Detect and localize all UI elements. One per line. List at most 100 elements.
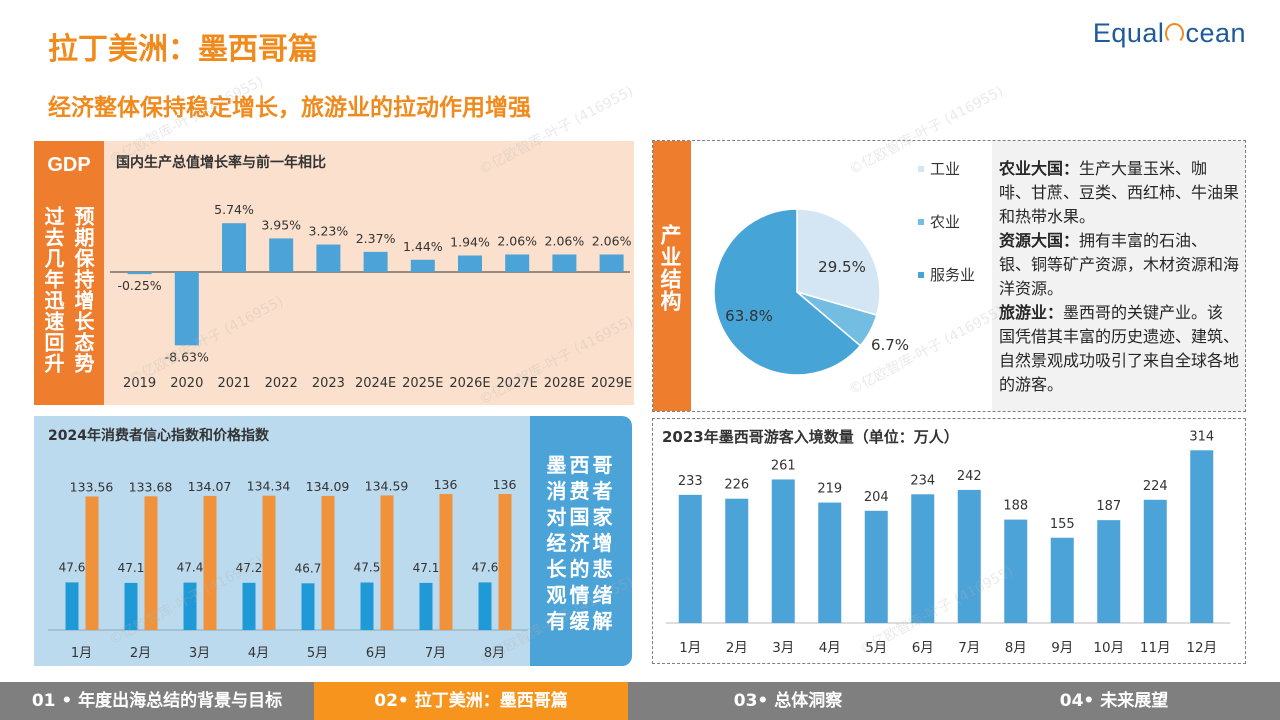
tourism-chart: 233 1月 226 2月 261 3月 219 4月 204 5月 234 6月 242 7月 188 8月… bbox=[666, 429, 1230, 656]
consumer-chart-title: 2024年消费者信心指数和价格指数 bbox=[48, 428, 269, 444]
tourism-bar bbox=[725, 498, 749, 623]
gdp-bar bbox=[222, 223, 246, 272]
gdp-data-label: 1.94% bbox=[450, 235, 490, 250]
gdp-vertical-note-right: 预期保持增长态势 bbox=[71, 206, 95, 374]
tourism-bar bbox=[771, 479, 795, 623]
gdp-tick-label: 2023 bbox=[312, 376, 345, 391]
consumer-confidence-label: 46.7 bbox=[295, 561, 322, 575]
gdp-tick-label: 2022 bbox=[265, 376, 298, 391]
consumer-tick-label: 7月 bbox=[425, 646, 446, 661]
consumer-price-bar bbox=[262, 495, 276, 630]
consumer-price-label: 136 bbox=[434, 477, 458, 492]
tourism-data-label: 233 bbox=[678, 474, 703, 489]
paragraph-body: 墨西哥的关键产业。该国凭借其丰富的历史遗迹、建筑、自然景观成功吸引了来自全球各地… bbox=[999, 303, 1240, 394]
consumer-confidence-bar bbox=[124, 582, 138, 630]
pie-data-label: 6.7% bbox=[871, 336, 909, 354]
logo-text-right: cean bbox=[1185, 18, 1246, 48]
logo-text-left: Equal bbox=[1092, 18, 1165, 48]
tourism-tick-label: 6月 bbox=[912, 640, 934, 656]
consumer-confidence-bar bbox=[301, 583, 315, 630]
nav-item-outlook[interactable]: 04• 未来展望 bbox=[1059, 691, 1169, 711]
gdp-bar bbox=[599, 254, 624, 272]
paragraph-body: 拥有丰富的石油、银、铜等矿产资源，木材资源和海洋资源。 bbox=[999, 231, 1240, 298]
tourism-bar bbox=[1097, 520, 1121, 623]
pie-slice bbox=[713, 208, 862, 376]
industry-paragraph-agriculture: 农业大国：生产大量玉米、咖啡、甘蔗、豆类、西红柿、牛油果和热带水果。 bbox=[999, 157, 1239, 229]
gdp-tick-label: 2029E bbox=[591, 376, 632, 391]
gdp-tick-label: 2024E bbox=[355, 376, 396, 391]
gdp-tick-label: 2021 bbox=[217, 376, 250, 391]
tourism-data-label: 261 bbox=[771, 458, 796, 473]
tourism-bar bbox=[957, 489, 981, 623]
nav-item-background[interactable]: 01 • 年度出海总结的背景与目标 bbox=[31, 691, 283, 711]
consumer-chart: 47.6 133.56 1月 47.1 133.68 2月 47.4 134.07 3月 47.2… bbox=[48, 477, 528, 661]
gdp-chart-title: 国内生产总值增长率与前一年相比 bbox=[116, 155, 326, 171]
industry-pie-chart: 29.5% 工业 6.7% 农业 63.8% 服务业 bbox=[713, 160, 975, 376]
tourism-data-label: 234 bbox=[910, 473, 935, 488]
gdp-tag: GDP bbox=[47, 154, 91, 176]
consumer-confidence-bar bbox=[419, 582, 433, 630]
consumer-price-label: 133.68 bbox=[129, 479, 173, 494]
consumer-price-bar bbox=[498, 494, 512, 630]
consumer-confidence-bar bbox=[242, 582, 256, 630]
pie-legend-swatch bbox=[918, 166, 924, 172]
tourism-bar bbox=[818, 502, 842, 623]
consumer-price-label: 134.09 bbox=[306, 479, 350, 494]
industry-text-background bbox=[992, 141, 1245, 411]
tourism-data-label: 314 bbox=[1189, 429, 1214, 444]
nav-item-insights[interactable]: 03• 总体洞察 bbox=[733, 691, 843, 711]
gdp-vertical-note-left: 过去几年迅速回升 bbox=[41, 206, 65, 374]
gdp-tick-label: 2026E bbox=[449, 376, 490, 391]
tourism-tick-label: 1月 bbox=[679, 640, 701, 656]
tourism-bar bbox=[1004, 519, 1028, 623]
industry-paragraph-tourism: 旅游业：墨西哥的关键产业。该国凭借其丰富的历史遗迹、建筑、自然景观成功吸引了来自… bbox=[999, 301, 1239, 397]
consumer-confidence-bar bbox=[360, 582, 374, 630]
consumer-confidence-label: 47.5 bbox=[354, 561, 381, 575]
tourism-bar bbox=[1143, 499, 1167, 623]
industry-side-bar bbox=[653, 141, 691, 411]
pie-legend-label: 农业 bbox=[930, 213, 960, 231]
consumer-confidence-label: 47.6 bbox=[472, 560, 499, 574]
gdp-bar bbox=[174, 272, 199, 346]
gdp-data-label: -8.63% bbox=[165, 349, 209, 364]
tourism-tick-label: 8月 bbox=[1005, 640, 1027, 656]
tourism-tick-label: 11月 bbox=[1140, 640, 1171, 656]
consumer-confidence-label: 47.1 bbox=[413, 561, 440, 575]
tourism-chart-title: 2023年墨西哥游客入境数量（单位：万人） bbox=[662, 428, 959, 446]
tourism-bar bbox=[911, 494, 935, 623]
gdp-data-label: 3.23% bbox=[309, 224, 349, 239]
consumer-confidence-label: 47.4 bbox=[177, 561, 204, 575]
consumer-confidence-bar bbox=[65, 582, 79, 630]
tourism-tick-label: 10月 bbox=[1093, 640, 1124, 656]
pie-legend-swatch bbox=[918, 219, 924, 225]
consumer-price-label: 134.34 bbox=[247, 479, 291, 494]
tourism-data-label: 155 bbox=[1050, 517, 1075, 532]
pie-slice bbox=[796, 208, 881, 317]
logo-o-icon bbox=[1165, 23, 1185, 44]
nav-item-latin-america[interactable]: 02• 拉丁美洲：墨西哥篇 bbox=[314, 682, 628, 720]
consumer-price-label: 134.07 bbox=[188, 479, 232, 494]
gdp-tick-label: 2025E bbox=[402, 376, 443, 391]
tourism-tick-label: 9月 bbox=[1051, 640, 1073, 656]
gdp-tick-label: 2027E bbox=[497, 376, 538, 391]
pie-legend-swatch bbox=[918, 272, 924, 278]
tourism-bar bbox=[1190, 450, 1214, 623]
paragraph-heading: 资源大国： bbox=[999, 231, 1080, 250]
consumer-price-label: 134.59 bbox=[365, 478, 409, 493]
gdp-data-label: 1.44% bbox=[403, 239, 443, 254]
tourism-tick-label: 5月 bbox=[865, 640, 887, 656]
consumer-side-text: 墨西哥消费者对国家经济增长的悲观情绪有缓解 bbox=[546, 453, 616, 633]
consumer-price-bar bbox=[144, 496, 158, 630]
gdp-bar bbox=[552, 254, 577, 272]
gdp-bar bbox=[127, 272, 152, 275]
gdp-tick-label: 2028E bbox=[544, 376, 585, 391]
gdp-data-label: 2.06% bbox=[592, 233, 632, 248]
section-nav bbox=[0, 682, 1280, 720]
paragraph-body: 生产大量玉米、咖啡、甘蔗、豆类、西红柿、牛油果和热带水果。 bbox=[999, 159, 1240, 226]
consumer-price-label: 133.56 bbox=[70, 479, 114, 494]
industry-side-label: 产业结构 bbox=[658, 224, 682, 312]
gdp-data-label: 2.06% bbox=[545, 233, 585, 248]
consumer-tick-label: 3月 bbox=[189, 646, 210, 661]
tourism-data-label: 219 bbox=[817, 482, 842, 497]
